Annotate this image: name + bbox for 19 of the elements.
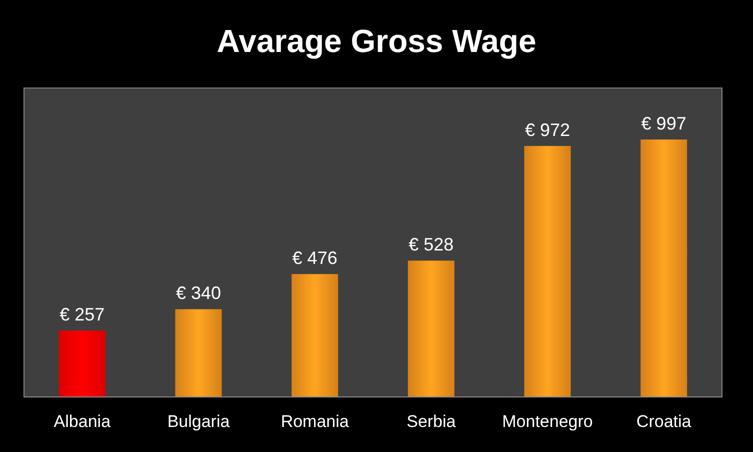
bar <box>408 260 454 397</box>
bar <box>524 146 571 397</box>
bar <box>640 140 688 397</box>
data-label: € 528 <box>408 234 454 255</box>
x-tick-label: Montenegro <box>502 412 593 432</box>
data-label: € 476 <box>292 248 338 268</box>
data-label: € 972 <box>524 120 570 140</box>
data-label: € 257 <box>60 304 105 325</box>
x-tick-label: Croatia <box>636 412 692 432</box>
x-tick-label: Albania <box>54 412 112 432</box>
chart-title: Avarage Gross Wage <box>216 23 536 59</box>
bar <box>175 309 222 397</box>
bar <box>292 274 338 397</box>
x-tick-label: Serbia <box>406 412 456 432</box>
x-tick-label: Bulgaria <box>167 412 230 432</box>
data-label: € 340 <box>176 283 222 304</box>
data-label: € 997 <box>641 114 686 134</box>
bar <box>58 330 106 397</box>
x-tick-label: Romania <box>280 412 350 432</box>
